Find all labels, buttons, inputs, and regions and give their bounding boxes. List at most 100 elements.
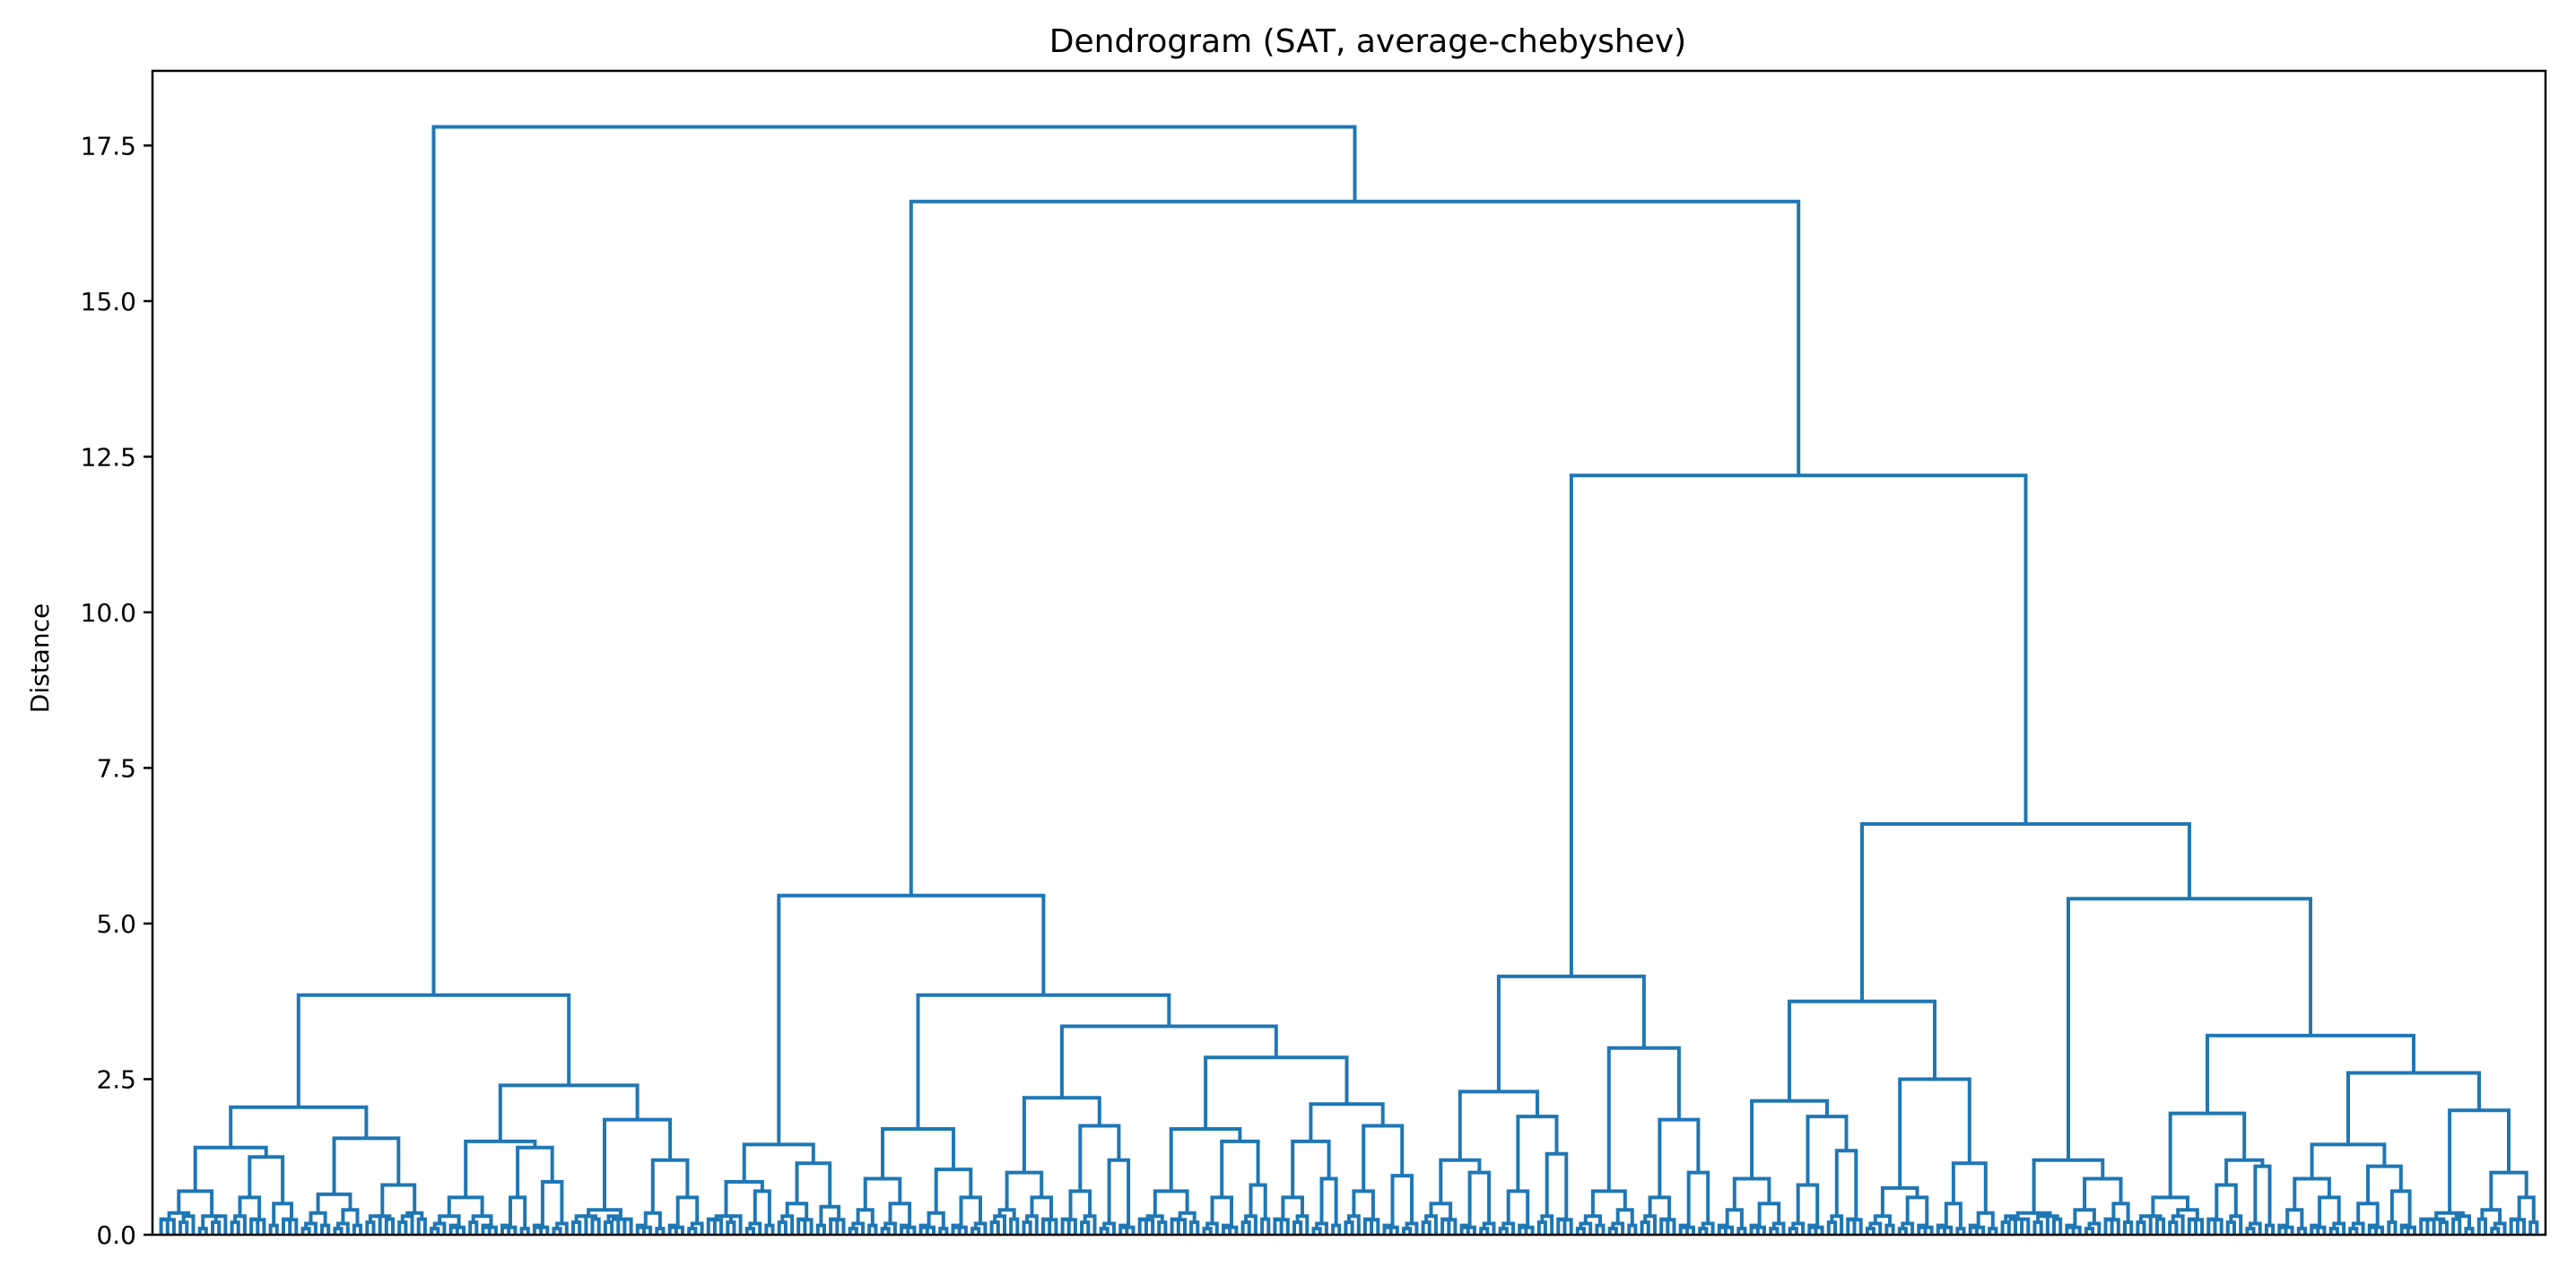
dendrogram-link-225: [1590, 1189, 1627, 1217]
dendrogram-link-194: [1421, 1220, 1432, 1235]
dendrogram-link-320: [2253, 1164, 2272, 1226]
dendrogram-link-193: [777, 893, 1046, 1145]
y-tick-label: 7.5: [96, 753, 136, 783]
dendrogram-link-99: [815, 1223, 826, 1235]
dendrogram-link-166: [1220, 1139, 1260, 1198]
y-tick-label: 12.5: [81, 442, 136, 472]
dendrogram-link-175: [1331, 1223, 1342, 1235]
dendrogram-link-124: [934, 1167, 973, 1213]
dendrogram-link-36: [416, 1217, 427, 1235]
dendrogram-link-274: [1944, 1202, 1962, 1229]
dendrogram-link-281: [1788, 999, 1936, 1101]
dendrogram-link-305: [2145, 1214, 2163, 1220]
y-axis-ticks: 0.0 2.5 5.0 7.5 10.0 12.5 15.0 17.5: [81, 131, 152, 1250]
dendrogram-link-64: [590, 1217, 601, 1235]
dendrogram-link-92: [753, 1189, 771, 1226]
dendrogram-link-282: [2000, 1220, 2011, 1235]
dendrogram-link-20: [193, 1145, 268, 1192]
dendrogram-link-187: [1390, 1174, 1414, 1228]
dendrogram-link-191: [1059, 1024, 1278, 1098]
dendrogram-link-346: [2438, 1220, 2449, 1235]
dendrogram-link-60: [516, 1145, 554, 1198]
dendrogram-link-361: [2448, 1108, 2511, 1213]
dendrogram-link-170: [1292, 1220, 1303, 1235]
dendrogram-link-126: [989, 1220, 1000, 1235]
dendrogram-link-288: [2052, 1217, 2063, 1235]
dendrogram-link-167: [1169, 1127, 1242, 1192]
dendrogram-link-286: [2032, 1220, 2043, 1235]
dendrogram-link-204: [1439, 1158, 1482, 1204]
dendrogram-link-365: [1860, 821, 2191, 1002]
dendrogram-link-54: [509, 1195, 527, 1229]
dendrogram-link-135: [1005, 1170, 1044, 1211]
dendrogram-link-23: [320, 1223, 331, 1235]
dendrogram-link-91: [764, 1223, 775, 1235]
dendrogram-link-59: [540, 1180, 564, 1228]
chart-title: Dendrogram (SAT, average-chebyshev): [1049, 23, 1686, 60]
dendrogram-link-147: [1022, 1096, 1101, 1173]
dendrogram-link-279: [1951, 1161, 1988, 1213]
dendrogram-link-216: [1458, 1089, 1539, 1160]
dendrogram-link-352: [2476, 1217, 2487, 1235]
y-tick-label: 17.5: [81, 131, 136, 161]
dendrogram-link-260: [1750, 1098, 1829, 1179]
y-tick-label: 2.5: [96, 1064, 136, 1094]
dendrogram-link-154: [1189, 1220, 1200, 1235]
dendrogram-link-302: [2136, 1220, 2146, 1235]
dendrogram-link-258: [1834, 1149, 1858, 1220]
dendrogram-link-145: [1107, 1158, 1131, 1228]
dendrogram-link-83: [296, 993, 571, 1107]
dendrogram-link-69: [611, 1216, 628, 1221]
y-tick-label: 5.0: [96, 909, 136, 939]
dendrogram-link-33: [375, 1214, 392, 1220]
plot-frame: [151, 69, 2547, 1237]
dendrogram-link-94: [777, 1220, 788, 1235]
dendrogram-link-236: [1658, 1117, 1701, 1198]
y-tick-label: 10.0: [81, 598, 136, 628]
dendrogram-link-192: [916, 993, 1171, 1129]
dendrogram-link-88: [714, 1214, 736, 1220]
dendrogram-link-177: [1291, 1139, 1331, 1198]
dendrogram-link-150: [1157, 1220, 1168, 1235]
dendrogram-link-348: [2451, 1217, 2462, 1235]
dendrogram-link-289: [2042, 1214, 2059, 1220]
dendrogram-link-86: [726, 1220, 736, 1235]
dendrogram-link-284: [2020, 1217, 2031, 1235]
dendrogram-link-40: [229, 1105, 369, 1148]
dendrogram-link-306: [2168, 1220, 2179, 1235]
dendrogram-link-15: [268, 1223, 279, 1235]
dendrogram-link-107: [867, 1223, 878, 1235]
dendrogram-link-368: [431, 125, 1357, 995]
dendrogram-link-338: [2387, 1220, 2398, 1235]
dendrogram-link-8: [201, 1214, 221, 1229]
dendrogram-link-27: [352, 1223, 363, 1235]
dendrogram-link-164: [1260, 1217, 1271, 1235]
dendrogram-link-253: [1796, 1183, 1820, 1228]
dendrogram-link-65: [581, 1214, 598, 1220]
dendrogram-link-332: [2293, 1176, 2331, 1211]
dendrogram-link-254: [1826, 1220, 1837, 1235]
y-tick-label: 0.0: [96, 1220, 136, 1250]
dendrogram-link-103: [795, 1161, 832, 1207]
dendrogram-link-298: [2123, 1220, 2134, 1235]
dendrogram-link-93: [724, 1180, 764, 1217]
dendrogram-link-360: [2489, 1170, 2528, 1211]
dendrogram-link-30: [365, 1220, 376, 1235]
dendrogram-link-178: [1344, 1220, 1354, 1235]
dendrogram-link-203: [1467, 1170, 1492, 1228]
dendrogram-link-223: [1627, 1223, 1638, 1235]
y-axis-label: Distance: [25, 603, 55, 713]
dendrogram-link-342: [2366, 1164, 2403, 1204]
dendrogram-links: [159, 125, 2539, 1235]
dendrogram-link-82: [498, 1083, 640, 1141]
dendrogram-link-61: [464, 1139, 537, 1198]
dendrogram-link-6: [211, 1220, 222, 1235]
dendrogram-link-238: [1496, 974, 1646, 1092]
dendrogram-link-235: [1686, 1170, 1710, 1228]
dendrogram-link-190: [1204, 1055, 1349, 1129]
y-tick-label: 15.0: [81, 287, 136, 317]
dendrogram-link-366: [1569, 473, 2028, 977]
dendrogram-link-188: [1362, 1124, 1405, 1192]
dendrogram-link-280: [1898, 1077, 1971, 1188]
